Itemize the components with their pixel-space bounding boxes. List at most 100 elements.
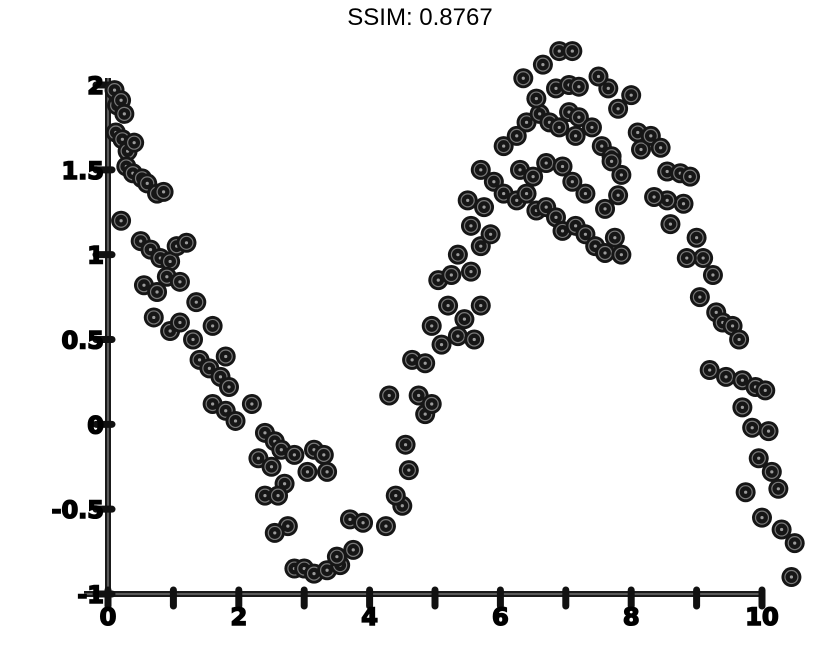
data-point-ring bbox=[355, 515, 371, 530]
data-point-core bbox=[770, 470, 774, 474]
data-point-ring bbox=[382, 388, 397, 403]
data-point bbox=[686, 227, 707, 248]
data-point bbox=[353, 512, 374, 533]
data-point bbox=[689, 287, 710, 308]
data-point bbox=[742, 417, 763, 438]
data-point-core bbox=[439, 342, 444, 347]
data-point-core bbox=[112, 88, 117, 92]
data-point-ring bbox=[519, 186, 534, 201]
data-point-core bbox=[757, 456, 761, 460]
data-point-ring bbox=[346, 542, 361, 557]
data-point bbox=[601, 151, 622, 172]
data-point-core bbox=[305, 470, 310, 474]
data-point-ring bbox=[784, 569, 799, 585]
data-point-ring bbox=[761, 424, 776, 439]
data-point-core bbox=[449, 273, 453, 277]
data-point-core bbox=[515, 198, 519, 202]
data-point bbox=[536, 153, 557, 174]
data-point-core bbox=[613, 236, 617, 240]
data-point-ring bbox=[156, 184, 171, 199]
data-point bbox=[143, 307, 164, 328]
data-point-ring bbox=[149, 284, 165, 300]
data-point-ring bbox=[758, 383, 773, 398]
data-point-core bbox=[730, 324, 735, 328]
data-point-core bbox=[132, 141, 136, 145]
data-point-ring bbox=[179, 235, 194, 250]
data-point-core bbox=[263, 431, 267, 435]
data-point-core bbox=[538, 112, 542, 116]
data-point-core bbox=[446, 303, 450, 308]
data-point-core bbox=[211, 324, 215, 328]
x-tick-label: 6 bbox=[492, 603, 509, 631]
data-point bbox=[568, 76, 589, 97]
data-point-core bbox=[583, 232, 588, 236]
x-tick-label: 2 bbox=[230, 603, 247, 631]
data-point-core bbox=[479, 168, 483, 172]
data-point-core bbox=[544, 205, 548, 209]
data-point-ring bbox=[444, 267, 459, 283]
data-point-core bbox=[348, 517, 352, 521]
data-point bbox=[457, 190, 478, 211]
data-point-core bbox=[479, 244, 483, 248]
data-point bbox=[532, 54, 553, 75]
data-point-ring bbox=[633, 142, 649, 157]
data-point-ring bbox=[424, 318, 439, 334]
data-point-core bbox=[351, 548, 355, 552]
data-point bbox=[297, 461, 318, 482]
data-point-core bbox=[629, 93, 633, 97]
data-point-core bbox=[665, 198, 669, 202]
data-point bbox=[621, 85, 642, 106]
data-point-core bbox=[502, 191, 506, 196]
y-tick-label: 2 bbox=[87, 72, 104, 100]
data-point-core bbox=[554, 86, 558, 90]
data-point-ring bbox=[555, 159, 570, 174]
data-point-ring bbox=[189, 295, 204, 310]
data-point bbox=[447, 326, 468, 347]
y-tick-label: -1 bbox=[77, 581, 104, 609]
data-point-core bbox=[603, 207, 607, 211]
data-point bbox=[202, 315, 223, 336]
data-point-core bbox=[322, 453, 326, 457]
data-point bbox=[169, 271, 190, 292]
data-point bbox=[398, 460, 419, 481]
data-point-core bbox=[531, 175, 535, 179]
data-point bbox=[470, 295, 491, 316]
data-point-core bbox=[325, 568, 329, 572]
data-point-ring bbox=[467, 332, 482, 347]
data-point-core bbox=[763, 388, 767, 392]
data-point-ring bbox=[774, 522, 789, 537]
data-point bbox=[470, 159, 491, 180]
data-point-ring bbox=[754, 510, 770, 525]
data-point-core bbox=[492, 180, 496, 184]
y-tick-label: 1 bbox=[87, 242, 104, 270]
data-point-core bbox=[560, 229, 565, 233]
data-point bbox=[480, 224, 501, 245]
data-point-ring bbox=[682, 169, 698, 184]
data-point-ring bbox=[624, 88, 639, 103]
data-point-ring bbox=[578, 227, 593, 242]
data-point-ring bbox=[604, 154, 619, 169]
data-point-core bbox=[472, 337, 476, 342]
data-point-core bbox=[776, 487, 780, 491]
data-point-ring bbox=[646, 189, 662, 205]
data-point-ring bbox=[483, 227, 498, 242]
data-point-ring bbox=[705, 267, 721, 283]
data-point bbox=[604, 227, 625, 248]
data-point-ring bbox=[578, 186, 593, 201]
data-point-core bbox=[609, 159, 614, 163]
data-point-core bbox=[400, 504, 404, 508]
data-point-ring bbox=[676, 196, 691, 211]
data-point-core bbox=[139, 239, 143, 243]
data-point-ring bbox=[287, 447, 302, 462]
data-point-ring bbox=[486, 174, 501, 189]
data-point bbox=[771, 519, 792, 540]
data-point-core bbox=[178, 320, 182, 325]
data-point-ring bbox=[424, 396, 439, 412]
data-point-core bbox=[227, 385, 231, 389]
data-point-ring bbox=[117, 106, 132, 121]
data-point-ring bbox=[689, 230, 704, 245]
data-point-core bbox=[145, 181, 149, 186]
data-point bbox=[261, 456, 282, 477]
data-point-core bbox=[652, 195, 656, 199]
data-point bbox=[595, 198, 616, 219]
